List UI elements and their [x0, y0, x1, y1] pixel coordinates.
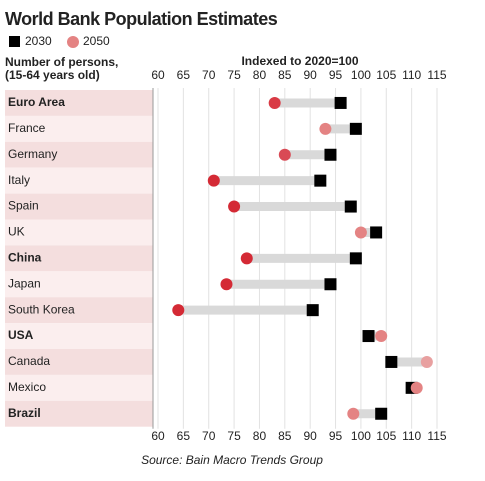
x-tick-label: 90 — [304, 68, 318, 82]
x-tick-label: 70 — [202, 429, 216, 443]
x-tick-label: 110 — [402, 68, 421, 82]
row-background — [5, 219, 153, 246]
marker-2030 — [385, 355, 398, 368]
row-background — [5, 167, 153, 194]
marker-2030 — [370, 226, 383, 239]
x-label: Indexed to 2020=100 — [241, 54, 358, 68]
marker-2030 — [349, 122, 362, 135]
x-tick-label: 75 — [227, 429, 241, 443]
marker-2030 — [314, 174, 327, 187]
marker-2030 — [324, 148, 337, 161]
marker-2050 — [172, 304, 185, 317]
y-tick-label: China — [8, 251, 42, 265]
marker-2030 — [324, 278, 337, 291]
x-tick-label: 100 — [351, 68, 371, 82]
legend-marker — [67, 36, 79, 48]
y-tick-label: Brazil — [8, 406, 41, 420]
legend-label: 2030 — [25, 34, 52, 48]
y-tick-label: Canada — [8, 354, 50, 368]
marker-2030 — [334, 96, 347, 109]
y-tick-label: USA — [8, 328, 34, 342]
x-tick-label: 105 — [376, 68, 396, 82]
x-tick-label: 95 — [329, 68, 343, 82]
y-tick-label: South Korea — [8, 302, 75, 316]
x-tick-label: 90 — [304, 429, 318, 443]
y-tick-label: France — [8, 121, 46, 135]
source: Source: Bain Macro Trends Group — [141, 453, 323, 467]
x-tick-label: 100 — [351, 429, 371, 443]
x-tick-label: 115 — [427, 429, 446, 443]
marker-2050 — [420, 355, 433, 368]
y-label: Number of persons, — [5, 55, 118, 69]
marker-2050 — [207, 174, 220, 187]
marker-2050 — [220, 278, 233, 291]
row-background — [5, 141, 153, 168]
marker-2030 — [344, 200, 357, 213]
marker-2030 — [349, 252, 362, 265]
x-tick-label: 65 — [177, 68, 191, 82]
legend-marker — [9, 36, 20, 47]
y-label: (15-64 years old) — [5, 68, 100, 82]
marker-2050 — [410, 381, 423, 394]
row-background — [5, 323, 153, 349]
marker-2030 — [306, 304, 319, 317]
marker-2050 — [347, 407, 360, 420]
y-tick-label: Spain — [8, 199, 39, 213]
row-background — [5, 271, 153, 298]
y-tick-label: Mexico — [8, 380, 46, 394]
x-tick-label: 70 — [202, 68, 216, 82]
marker-2030 — [362, 330, 375, 343]
x-tick-label: 80 — [253, 429, 267, 443]
marker-2050 — [228, 200, 241, 213]
x-tick-label: 110 — [402, 429, 421, 443]
row-background — [5, 193, 153, 220]
row-background — [5, 245, 153, 272]
row-background — [5, 90, 153, 116]
x-tick-label: 60 — [151, 429, 165, 443]
y-tick-label: Japan — [8, 276, 41, 290]
chart-title: World Bank Population Estimates — [5, 9, 278, 29]
y-tick-label: Germany — [8, 147, 57, 161]
marker-2050 — [268, 96, 281, 109]
row-background — [5, 349, 153, 375]
marker-2030 — [375, 407, 388, 420]
marker-2050 — [354, 226, 367, 239]
row-background — [5, 297, 153, 324]
marker-2050 — [375, 330, 388, 343]
y-tick-label: Euro Area — [8, 95, 65, 109]
marker-2050 — [278, 148, 291, 161]
y-tick-label: UK — [8, 225, 25, 239]
y-tick-label: Italy — [8, 173, 30, 187]
marker-2050 — [319, 122, 332, 135]
x-tick-label: 75 — [227, 68, 241, 82]
row-background — [5, 400, 153, 427]
x-tick-label: 80 — [253, 68, 267, 82]
x-tick-label: 105 — [376, 429, 396, 443]
marker-2050 — [240, 252, 253, 265]
x-tick-label: 85 — [278, 68, 292, 82]
x-tick-label: 115 — [427, 68, 446, 82]
x-tick-label: 95 — [329, 429, 343, 443]
legend-label: 2050 — [83, 34, 110, 48]
row-background — [5, 115, 153, 142]
x-tick-label: 65 — [177, 429, 191, 443]
x-tick-label: 60 — [151, 68, 165, 82]
x-tick-label: 85 — [278, 429, 292, 443]
row-background — [5, 374, 153, 401]
